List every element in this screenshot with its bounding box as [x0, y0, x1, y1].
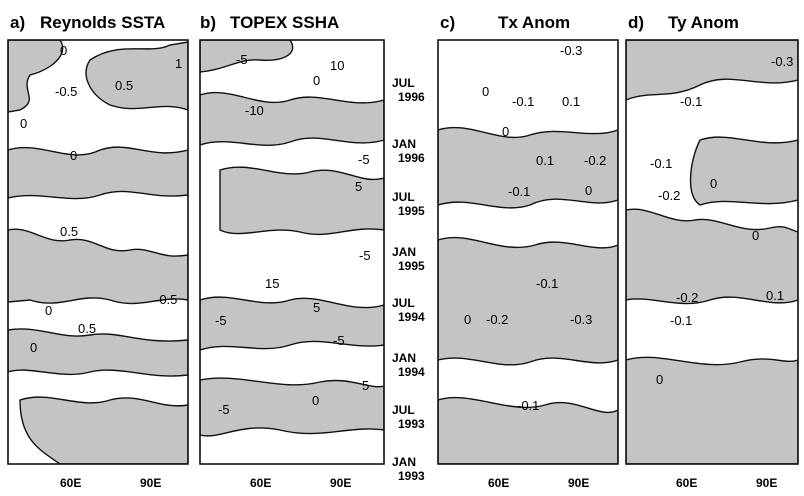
panel-c-letter: c)	[440, 13, 455, 32]
contour-label: 0	[482, 84, 489, 99]
contour-label: 5	[355, 179, 362, 194]
contour-label: 0.5	[78, 321, 96, 336]
contour-label: 0	[710, 176, 717, 191]
contour-label: -0.3	[771, 54, 793, 69]
contour-label: 0	[70, 148, 77, 163]
panel-c	[437, 39, 619, 465]
panel-b-letter: b)	[200, 13, 216, 32]
contour-label: 0	[656, 372, 663, 387]
time-year: 1995	[398, 204, 425, 218]
time-month: JAN	[392, 351, 416, 365]
contour-label: 15	[265, 276, 279, 291]
contour-label: 0.5	[60, 224, 78, 239]
contour-label: 0	[585, 183, 592, 198]
tick-90e: 90E	[140, 476, 161, 490]
tick-60e: 60E	[676, 476, 697, 490]
time-year: 1996	[398, 151, 425, 165]
contour-label: -0.5	[155, 292, 177, 307]
contour-label: 0	[752, 228, 759, 243]
contour-label: 0	[502, 124, 509, 139]
contour-label: -0.3	[560, 43, 582, 58]
contour-label: -5	[218, 402, 230, 417]
time-axis: JUL 1996 JAN 1996 JUL 1995 JAN 1995 JUL …	[392, 76, 425, 483]
time-month: JUL	[392, 296, 415, 310]
contour-label: -0.2	[584, 153, 606, 168]
time-year: 1993	[398, 417, 425, 431]
panel-d-contour-labels: -0.3 -0.1 -0.1 -0.2 0 0 -0.2 -0.1 0.1 0	[650, 54, 793, 387]
tick-90e: 90E	[568, 476, 589, 490]
time-month: JAN	[392, 137, 416, 151]
panel-d-title: Ty Anom	[668, 13, 739, 32]
panel-a	[7, 39, 189, 465]
time-year: 1996	[398, 90, 425, 104]
time-year: 1993	[398, 469, 425, 483]
tick-90e: 90E	[756, 476, 777, 490]
contour-label: -0.5	[55, 84, 77, 99]
contour-label: 0.1	[562, 94, 580, 109]
tick-90e: 90E	[330, 476, 351, 490]
time-month: JAN	[392, 455, 416, 469]
contour-label: -0.2	[676, 290, 698, 305]
panel-b-title: TOPEX SSHA	[230, 13, 339, 32]
contour-label: 5	[362, 378, 369, 393]
contour-label: 1	[175, 56, 182, 71]
contour-label: 10	[330, 58, 344, 73]
contour-label: -5	[236, 52, 248, 67]
longitude-ticks: 60E 90E 60E 90E 60E 90E 60E 90E	[60, 476, 777, 490]
contour-label: -0.1	[650, 156, 672, 171]
contour-label: -0.1	[670, 313, 692, 328]
contour-label: -5	[215, 313, 227, 328]
contour-label: 0	[60, 43, 67, 58]
contour-label: -0.1	[517, 398, 539, 413]
contour-label: 0	[30, 340, 37, 355]
contour-label: -5	[359, 248, 371, 263]
contour-label: 0	[45, 303, 52, 318]
contour-label: 0.1	[536, 153, 554, 168]
time-month: JAN	[392, 245, 416, 259]
contour-label: -5	[333, 333, 345, 348]
contour-label: 0	[312, 393, 319, 408]
panel-c-title: Tx Anom	[498, 13, 570, 32]
contour-label: -0.3	[570, 312, 592, 327]
contour-label: -0.2	[658, 188, 680, 203]
time-month: JUL	[392, 403, 415, 417]
panel-a-letter: a)	[10, 13, 25, 32]
contour-label: -10	[245, 103, 264, 118]
contour-label: -5	[358, 152, 370, 167]
panel-d	[625, 39, 799, 465]
contour-label: -0.1	[508, 184, 530, 199]
contour-label: 5	[313, 300, 320, 315]
panel-b-contour-labels: -5 10 0 -10 -5 5 -5 15 5 -5 -5 5 0 -5	[215, 52, 371, 417]
panel-c-contour-labels: -0.3 -0.1 0.1 0 0 0.1 -0.2 -0.1 0 -0.1 -…	[464, 43, 606, 413]
tick-60e: 60E	[60, 476, 81, 490]
contour-label: -0.1	[512, 94, 534, 109]
contour-label: 0.1	[766, 288, 784, 303]
time-year: 1994	[398, 310, 425, 324]
panel-b	[199, 39, 385, 465]
contour-label: 0	[20, 116, 27, 131]
panel-a-title: Reynolds SSTA	[40, 13, 165, 32]
time-month: JUL	[392, 190, 415, 204]
panel-a-contour-labels: 0 -0.5 0.5 1 0 0 0.5 -0.5 0 0.5 0	[20, 43, 182, 355]
contour-label: 0	[464, 312, 471, 327]
panel-d-letter: d)	[628, 13, 644, 32]
contour-label: 0	[313, 73, 320, 88]
contour-label: 0.5	[115, 78, 133, 93]
time-year: 1995	[398, 259, 425, 273]
time-year: 1994	[398, 365, 425, 379]
contour-label: -0.1	[536, 276, 558, 291]
tick-60e: 60E	[250, 476, 271, 490]
time-month: JUL	[392, 76, 415, 90]
contour-label: -0.2	[486, 312, 508, 327]
contour-label: -0.1	[680, 94, 702, 109]
tick-60e: 60E	[488, 476, 509, 490]
